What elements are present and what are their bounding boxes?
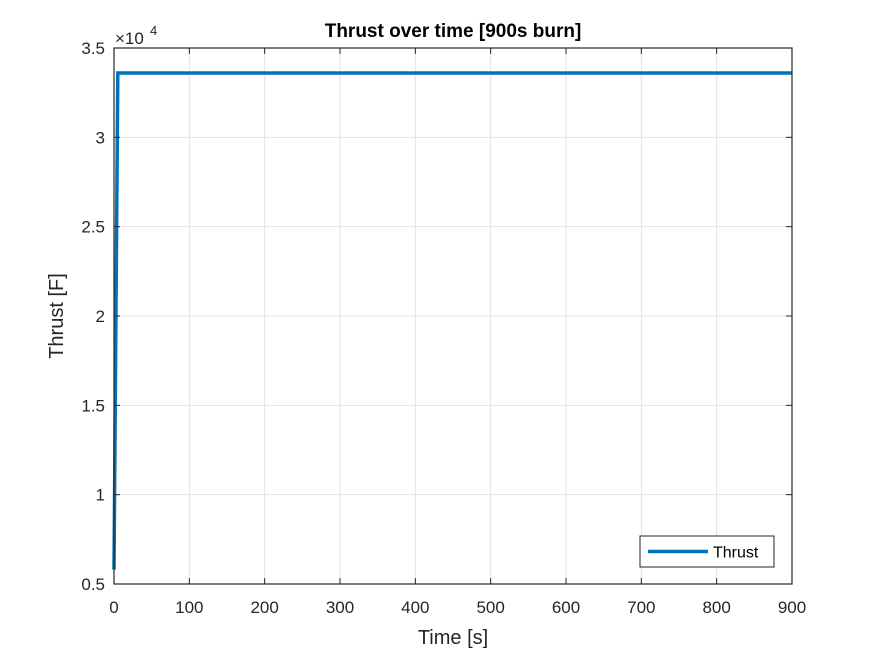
legend: Thrust bbox=[639, 535, 775, 568]
x-tick-label: 800 bbox=[702, 598, 730, 617]
y-tick-label: 2 bbox=[96, 307, 105, 326]
chart-title: Thrust over time [900s burn] bbox=[325, 21, 582, 42]
tick-layer: 0 100 200 300 400 500 600 700 800 900 0.5 1 1.5 2 2.5 3… bbox=[81, 39, 806, 617]
y-tick-label: 0.5 bbox=[81, 575, 105, 594]
y-exponent-power: 4 bbox=[150, 23, 157, 38]
y-axis-label: Thrust [F] bbox=[46, 273, 68, 359]
series-layer bbox=[112, 71, 792, 570]
series-line-thrust bbox=[112, 71, 792, 570]
x-tick-label: 600 bbox=[552, 598, 580, 617]
y-tick-label: 1 bbox=[96, 486, 105, 505]
y-tick-label: 3.5 bbox=[81, 39, 105, 58]
x-tick-label: 100 bbox=[175, 598, 203, 617]
x-tick-label: 200 bbox=[250, 598, 278, 617]
y-tick-label: 3 bbox=[96, 128, 105, 147]
grid-layer bbox=[114, 48, 792, 584]
legend-label: Thrust bbox=[713, 545, 759, 562]
y-tick-label: 2.5 bbox=[81, 218, 105, 237]
y-exponent-base: ×10 bbox=[115, 29, 144, 48]
x-tick-label: 700 bbox=[627, 598, 655, 617]
x-tick-label: 300 bbox=[326, 598, 354, 617]
x-axis-label: Time [s] bbox=[418, 627, 488, 649]
x-tick-label: 500 bbox=[476, 598, 504, 617]
y-tick-label: 1.5 bbox=[81, 396, 105, 415]
x-tick-label: 900 bbox=[778, 598, 806, 617]
x-tick-label: 400 bbox=[401, 598, 429, 617]
x-tick-label: 0 bbox=[109, 598, 118, 617]
